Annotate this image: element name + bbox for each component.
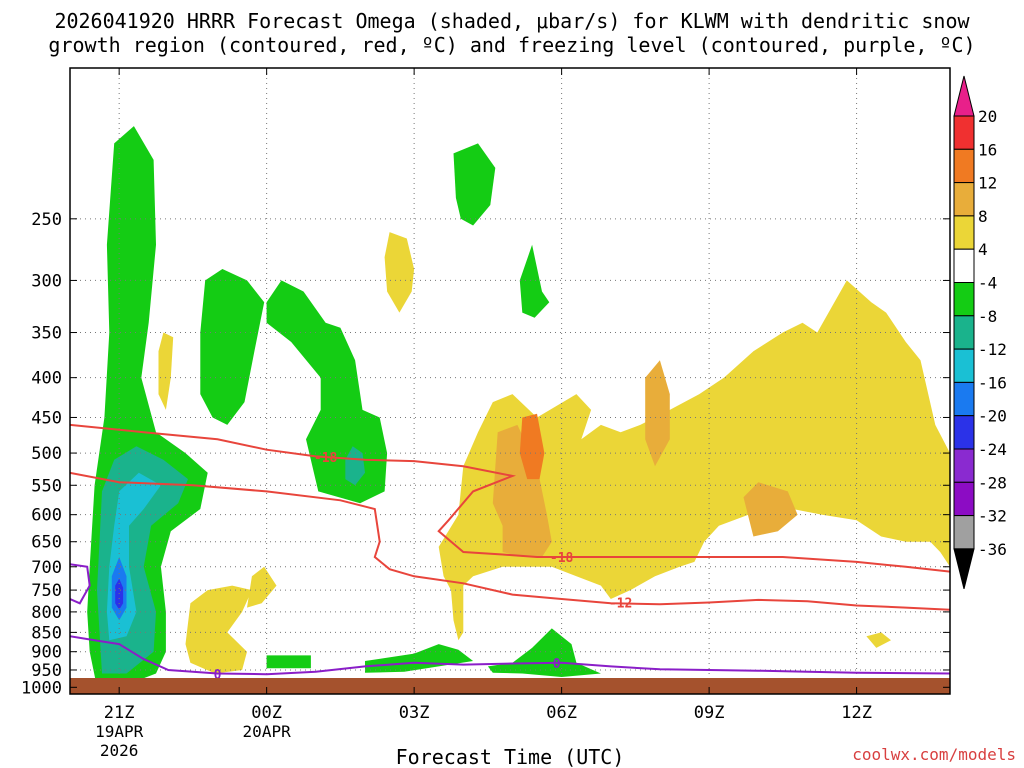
omega-region-neg-12 [487, 628, 601, 677]
colorbar-label-11: -28 [978, 473, 1007, 492]
dgz-contour-label-0-1: -18 [550, 551, 574, 566]
x-tick-sublabel2-0: 2026 [100, 741, 139, 760]
x-tick-sublabel-0: 19APR [95, 722, 144, 741]
omega-region-pos-2 [185, 585, 252, 674]
chart-title-line-2: growth region (contoured, red, ºC) and f… [48, 33, 975, 57]
dgz-contour-label-0-0: -18 [314, 451, 338, 466]
x-tick-sublabel-1: 20APR [243, 722, 292, 741]
y-tick-label-14: 950 [31, 661, 62, 681]
y-tick-label-4: 450 [31, 408, 62, 428]
colorbar-swatch-11 [953, 448, 975, 483]
colorbar-label-2: 12 [978, 174, 997, 193]
colorbar-label-8: -16 [978, 373, 1007, 392]
omega-region-neg-10 [365, 644, 474, 673]
colorbar-swatch-4 [953, 215, 975, 250]
omega-region-pos-4 [438, 280, 950, 641]
omega-region-pos-8 [743, 482, 798, 537]
y-tick-label-3: 400 [31, 369, 62, 389]
y-tick-label-7: 600 [31, 506, 62, 526]
y-tick-label-0: 250 [31, 210, 62, 230]
y-tick-label-13: 900 [31, 643, 62, 663]
omega-region-pos-6 [519, 413, 545, 480]
colorbar-swatch-6 [953, 282, 975, 317]
plot-frame [69, 67, 951, 695]
colorbar-swatch-10 [953, 415, 975, 450]
omega-region-pos-7 [645, 360, 670, 467]
colorbar-label-13: -36 [978, 540, 1007, 559]
colorbar-label-4: 4 [978, 240, 988, 259]
colorbar-swatch-9 [953, 381, 975, 417]
x-tick-label-2: 03Z [399, 703, 430, 723]
omega-region-pos-9 [866, 632, 891, 648]
dgz-contour-line-1 [70, 471, 950, 611]
colorbar-bottom-triangle [953, 548, 975, 590]
colorbar-swatch-13 [953, 515, 975, 550]
ground-bar [70, 678, 950, 694]
omega-region-pos-1 [158, 332, 174, 410]
omega-region-neg-11 [266, 655, 311, 669]
x-tick-label-1: 00Z [251, 703, 282, 723]
chart-title-line-1: 2026041920 HRRR Forecast Omega (shaded, … [54, 9, 970, 33]
freezing-level-contour-line-0 [70, 563, 91, 605]
freezing-level-contour-label-1-0: 0 [214, 668, 222, 683]
omega-region-neg-7 [345, 446, 365, 486]
omega-region-neg-6 [266, 280, 388, 504]
y-tick-label-6: 550 [31, 476, 62, 496]
omega-region-pos-0 [384, 232, 415, 313]
x-tick-label-3: 06Z [546, 703, 577, 723]
plot-area: -18 -18 -12 0 0 [70, 68, 950, 694]
y-tick-label-11: 800 [31, 603, 62, 623]
colorbar-label-9: -20 [978, 407, 1007, 426]
colorbar-swatch-5 [953, 248, 975, 283]
colorbar-swatch-12 [953, 481, 975, 517]
dgz-contour-label-1-0: -12 [609, 596, 632, 611]
freezing-level-contour-line-1 [70, 635, 950, 676]
omega-region-pos-3 [247, 566, 277, 608]
credit-text: coolwx.com/models [852, 745, 1016, 764]
omega-region-pos-5 [492, 424, 552, 557]
colorbar-swatch-1 [953, 115, 975, 150]
omega-region-neg-5 [200, 269, 265, 425]
colorbar-swatch-2 [953, 148, 975, 184]
x-axis-label: Forecast Time (UTC) [396, 745, 625, 768]
colorbar-swatch-7 [953, 315, 975, 350]
omega-region-neg-9 [519, 244, 550, 318]
x-tick-label-4: 09Z [694, 703, 725, 723]
y-tick-label-9: 700 [31, 558, 62, 578]
omega-region-neg-8 [453, 143, 496, 226]
y-tick-label-8: 650 [31, 533, 62, 553]
colorbar-label-3: 8 [978, 207, 988, 226]
colorbar: 20 16 12 8 4 -4 -8 -12 -16 -20 -24 -28 -32 -36 [953, 75, 1007, 590]
colorbar-label-7: -12 [978, 340, 1007, 359]
colorbar-label-0: 20 [978, 107, 997, 126]
y-tick-label-5: 500 [31, 444, 62, 464]
x-tick-label-5: 12Z [841, 703, 872, 723]
dgz-contour-line-0 [70, 423, 950, 573]
colorbar-label-5: -4 [978, 274, 997, 293]
y-tick-label-1: 300 [31, 271, 62, 291]
y-tick-label-10: 750 [31, 581, 62, 601]
y-tick-label-15: 1000 [21, 678, 62, 698]
colorbar-swatch-8 [953, 348, 975, 383]
colorbar-label-10: -24 [978, 440, 1007, 459]
colorbar-label-1: 16 [978, 140, 997, 159]
colorbar-label-6: -8 [978, 307, 997, 326]
y-tick-label-2: 350 [31, 324, 62, 344]
freezing-level-contour-label-1-1: 0 [553, 657, 561, 672]
omega-region-neg-4 [115, 578, 124, 610]
y-tick-label-12: 850 [31, 623, 62, 643]
colorbar-swatch-3 [953, 182, 975, 217]
colorbar-label-12: -32 [978, 507, 1007, 526]
colorbar-top-triangle [953, 75, 975, 117]
x-tick-label-0: 21Z [104, 703, 135, 723]
